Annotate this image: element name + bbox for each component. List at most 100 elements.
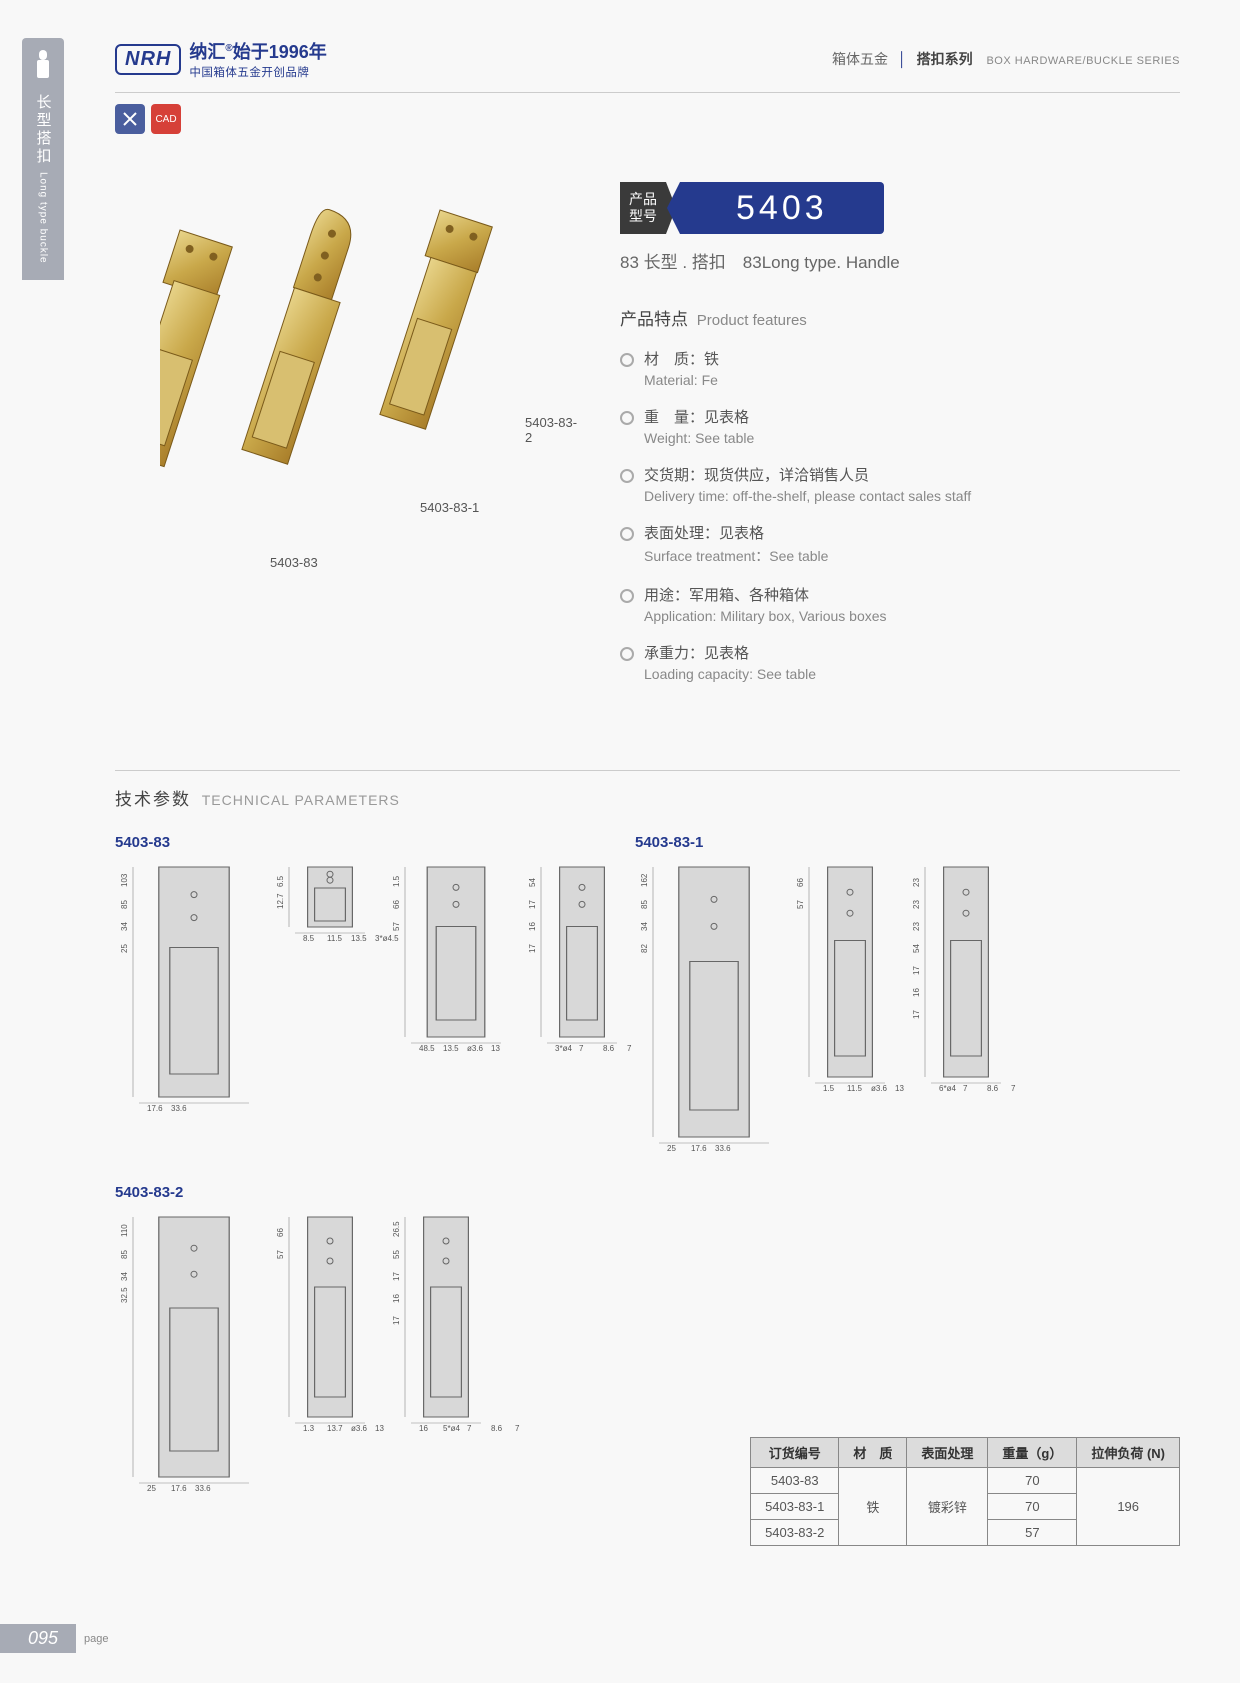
- brand-logo: NRH: [115, 44, 181, 75]
- svg-text:66: 66: [796, 878, 805, 887]
- svg-text:162: 162: [640, 873, 649, 887]
- svg-text:17: 17: [392, 1316, 401, 1325]
- table-header: 重量（g）: [988, 1438, 1077, 1468]
- photo-label-c: 5403-83-2: [525, 415, 580, 445]
- svg-text:16: 16: [912, 988, 921, 997]
- svg-text:57: 57: [276, 1250, 285, 1259]
- features-block: 产品特点 Product features 材 质：铁Material: Fe 重…: [620, 305, 1140, 700]
- tech-drawing: 5403-83 10385342517.633.6 6.512.78.511.5…: [115, 834, 633, 1126]
- table-header: 订货编号: [751, 1438, 839, 1468]
- svg-text:7: 7: [579, 1044, 584, 1053]
- svg-text:32.5: 32.5: [120, 1287, 129, 1303]
- svg-text:25: 25: [147, 1484, 156, 1493]
- tech-drawing: 5403-83-1 1628534822517.633.6 66571.511.…: [635, 834, 1017, 1166]
- svg-text:17: 17: [912, 1010, 921, 1019]
- tech-drawing: 5403-83-2 110853432.52517.633.6 66571.31…: [115, 1184, 497, 1506]
- download-icon-row: CAD: [115, 104, 181, 134]
- model-tag: 产品 型号: [620, 182, 666, 234]
- svg-text:ø3.6: ø3.6: [351, 1424, 368, 1433]
- model-number: 5403: [680, 182, 884, 234]
- drawing-name: 5403-83-2: [115, 1184, 497, 1201]
- svg-text:13.7: 13.7: [327, 1424, 343, 1433]
- svg-text:17: 17: [528, 944, 537, 953]
- svg-text:48.5: 48.5: [419, 1044, 435, 1053]
- drawing-view: 110853432.52517.633.6: [115, 1211, 265, 1506]
- photo-label-a: 5403-83: [270, 555, 318, 570]
- svg-text:8.6: 8.6: [491, 1424, 503, 1433]
- model-block: 产品 型号 5403 83 长型 . 搭扣 83Long type. Handl…: [620, 182, 900, 273]
- svg-text:13: 13: [491, 1044, 500, 1053]
- svg-text:17: 17: [528, 900, 537, 909]
- svg-text:17.6: 17.6: [691, 1144, 707, 1153]
- svg-text:ø3.6: ø3.6: [871, 1084, 888, 1093]
- side-tab-en: Long type buckle: [38, 172, 49, 264]
- svg-text:7: 7: [627, 1044, 632, 1053]
- drawing-view: 541716173*ø478.67: [523, 861, 633, 1126]
- svg-text:16: 16: [392, 1294, 401, 1303]
- svg-text:54: 54: [528, 878, 537, 887]
- drawing-name: 5403-83: [115, 834, 633, 851]
- svg-text:1.5: 1.5: [392, 875, 401, 887]
- page-header: NRH 纳汇®始于1996年 中国箱体五金开创品牌 箱体五金 │ 搭扣系列 BO…: [115, 38, 1180, 93]
- drawing-view: 6.512.78.511.513.53*ø4.5: [271, 861, 381, 1126]
- svg-text:13: 13: [895, 1084, 904, 1093]
- svg-text:8.6: 8.6: [987, 1084, 999, 1093]
- product-photo: 5403-83 5403-83-1 5403-83-2: [160, 190, 580, 570]
- feature-item: 表面处理：见表格Surface treatment：See table: [620, 522, 1140, 566]
- svg-text:17.6: 17.6: [147, 1104, 163, 1113]
- svg-text:110: 110: [120, 1224, 129, 1237]
- product-render-icon: [160, 190, 580, 570]
- svg-text:6*ø4: 6*ø4: [939, 1084, 956, 1093]
- tech-section: 技术参数 TECHNICAL PARAMETERS 5403-83 103853…: [115, 770, 1180, 1554]
- svg-text:7: 7: [515, 1424, 520, 1433]
- feature-item: 交货期：现货供应，详洽销售人员Delivery time: off-the-sh…: [620, 464, 1140, 504]
- svg-text:23: 23: [912, 878, 921, 887]
- svg-text:85: 85: [120, 1250, 129, 1259]
- svg-text:55: 55: [392, 1250, 401, 1259]
- brand-block: NRH 纳汇®始于1996年 中国箱体五金开创品牌: [115, 38, 327, 80]
- drawing-view: 66571.313.7ø3.613: [271, 1211, 381, 1506]
- svg-text:8.5: 8.5: [303, 934, 315, 943]
- table-header: 拉伸负荷 (N): [1077, 1438, 1180, 1468]
- svg-text:66: 66: [392, 900, 401, 909]
- svg-text:25: 25: [667, 1144, 676, 1153]
- feature-item: 承重力：见表格Loading capacity: See table: [620, 642, 1140, 682]
- svg-text:7: 7: [467, 1424, 472, 1433]
- svg-text:11.5: 11.5: [847, 1084, 863, 1093]
- svg-text:34: 34: [640, 922, 649, 931]
- svg-text:82: 82: [640, 944, 649, 953]
- features-title: 产品特点 Product features: [620, 305, 1140, 330]
- table-header: 表面处理: [907, 1438, 988, 1468]
- svg-text:33.6: 33.6: [195, 1484, 211, 1493]
- photo-label-b: 5403-83-1: [420, 500, 479, 515]
- table-header: 材 质: [839, 1438, 907, 1468]
- svg-text:17: 17: [392, 1272, 401, 1281]
- table-row: 5403-83铁镀彩锌70196: [751, 1468, 1180, 1494]
- svg-text:13: 13: [375, 1424, 384, 1433]
- spec-table: 订货编号材 质表面处理重量（g）拉伸负荷 (N)5403-83铁镀彩锌70196…: [750, 1437, 1180, 1546]
- page-label: page: [84, 1633, 108, 1645]
- svg-text:103: 103: [120, 873, 129, 887]
- svg-text:7: 7: [963, 1084, 968, 1093]
- tools-icon: [115, 104, 145, 134]
- drawing-view: 26.555171617165*ø478.67: [387, 1211, 497, 1506]
- svg-text:34: 34: [120, 922, 129, 931]
- svg-text:ø3.6: ø3.6: [467, 1044, 484, 1053]
- header-category: 箱体五金 │ 搭扣系列 BOX HARDWARE/BUCKLE SERIES: [832, 49, 1180, 69]
- svg-text:57: 57: [392, 922, 401, 931]
- svg-text:13.5: 13.5: [443, 1044, 459, 1053]
- svg-text:57: 57: [796, 900, 805, 909]
- drawing-view: 1.5 66 57 48.5 13.5 ø3.6 13: [387, 861, 517, 1126]
- feature-item: 重 量：见表格Weight: See table: [620, 406, 1140, 446]
- side-tab-cn: 长型搭扣: [33, 94, 54, 166]
- svg-text:1.3: 1.3: [303, 1424, 315, 1433]
- svg-text:6.5: 6.5: [276, 875, 285, 887]
- svg-text:85: 85: [640, 900, 649, 909]
- svg-text:7: 7: [1011, 1084, 1016, 1093]
- model-subtitle: 83 长型 . 搭扣 83Long type. Handle: [620, 248, 900, 273]
- svg-text:8.6: 8.6: [603, 1044, 615, 1053]
- svg-text:85: 85: [120, 900, 129, 909]
- cad-icon: CAD: [151, 104, 181, 134]
- drawing-name: 5403-83-1: [635, 834, 1017, 851]
- feature-item: 材 质：铁Material: Fe: [620, 348, 1140, 388]
